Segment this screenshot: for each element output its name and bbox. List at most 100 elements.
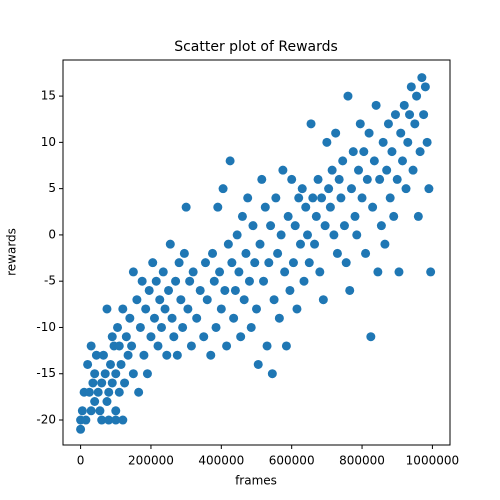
- point: [398, 156, 408, 166]
- point: [114, 341, 124, 351]
- point: [148, 258, 158, 268]
- point: [104, 415, 114, 425]
- point: [137, 276, 147, 286]
- point: [199, 332, 209, 342]
- point: [91, 350, 101, 360]
- point: [306, 119, 316, 129]
- point: [97, 378, 107, 388]
- point: [345, 285, 355, 295]
- y-tick-label: 10: [41, 135, 56, 149]
- point: [215, 267, 225, 277]
- point: [236, 332, 246, 342]
- point: [149, 313, 159, 323]
- point: [113, 322, 123, 332]
- point: [134, 387, 144, 397]
- point: [350, 211, 360, 221]
- point: [285, 285, 295, 295]
- point: [331, 128, 341, 138]
- point: [141, 304, 151, 314]
- point: [292, 304, 302, 314]
- point: [259, 276, 269, 286]
- point: [102, 304, 112, 314]
- point: [176, 295, 186, 305]
- point: [297, 184, 307, 194]
- point: [336, 193, 346, 203]
- point: [172, 350, 182, 360]
- y-tick-label: 0: [48, 227, 56, 241]
- point: [269, 295, 279, 305]
- y-tick-label: -10: [36, 320, 56, 334]
- point: [118, 304, 128, 314]
- point: [348, 147, 358, 157]
- point: [135, 322, 145, 332]
- point: [120, 378, 130, 388]
- point: [111, 415, 121, 425]
- point: [383, 119, 393, 129]
- point: [406, 82, 416, 92]
- point: [405, 110, 415, 120]
- point: [127, 341, 137, 351]
- point: [227, 258, 237, 268]
- point: [246, 322, 256, 332]
- point: [343, 91, 353, 101]
- point: [209, 276, 219, 286]
- point: [165, 239, 175, 249]
- y-tick-label: -15: [36, 366, 56, 380]
- point: [389, 211, 399, 221]
- point: [362, 174, 372, 184]
- point: [248, 221, 258, 231]
- point: [151, 276, 161, 286]
- x-tick-label: 600000: [269, 454, 315, 468]
- point: [357, 193, 367, 203]
- point: [128, 267, 138, 277]
- point: [274, 313, 284, 323]
- point: [125, 313, 135, 323]
- point: [376, 221, 386, 231]
- point: [225, 156, 235, 166]
- point: [290, 221, 300, 231]
- point: [369, 156, 379, 166]
- point: [105, 359, 115, 369]
- point: [107, 332, 117, 342]
- point: [359, 147, 369, 157]
- point: [322, 137, 332, 147]
- point: [281, 341, 291, 351]
- point: [222, 341, 232, 351]
- point: [276, 230, 286, 240]
- point: [354, 165, 364, 175]
- point: [264, 258, 274, 268]
- point: [93, 387, 103, 397]
- point: [183, 304, 193, 314]
- point: [90, 369, 100, 379]
- point: [283, 211, 293, 221]
- point: [355, 119, 365, 129]
- point: [186, 341, 196, 351]
- point: [419, 110, 429, 120]
- point: [266, 221, 276, 231]
- point: [288, 258, 298, 268]
- point: [295, 239, 305, 249]
- y-tick-label: 15: [41, 89, 56, 103]
- point: [139, 350, 149, 360]
- point: [107, 378, 117, 388]
- point: [262, 341, 272, 351]
- point: [104, 387, 114, 397]
- point: [81, 415, 91, 425]
- point: [324, 184, 334, 194]
- point: [366, 332, 376, 342]
- point: [387, 147, 397, 157]
- point: [260, 202, 270, 212]
- point: [346, 184, 356, 194]
- point: [399, 100, 409, 110]
- point: [157, 322, 167, 332]
- point: [327, 165, 337, 175]
- point: [334, 174, 344, 184]
- point: [116, 359, 126, 369]
- point: [241, 248, 251, 258]
- point: [158, 267, 168, 277]
- point: [243, 193, 253, 203]
- point: [252, 304, 261, 314]
- point: [111, 369, 121, 379]
- x-tick-label: 400000: [198, 454, 244, 468]
- point: [88, 378, 98, 388]
